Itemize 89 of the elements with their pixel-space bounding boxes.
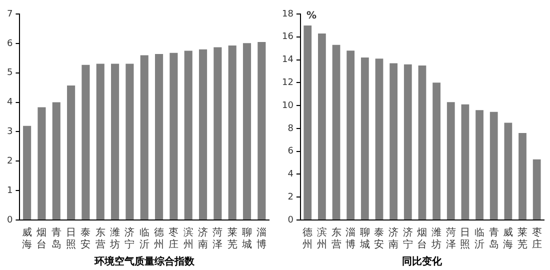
bar (461, 104, 470, 220)
x-tick-label: 威海 (503, 226, 514, 251)
x-tick-label: 泰安 (80, 228, 91, 251)
x-tick-label: 莱芜 (227, 226, 238, 251)
x-tick-label: 德州 (154, 228, 164, 251)
x-tick-label: 临沂 (139, 226, 150, 251)
bar (67, 86, 76, 220)
x-tick-label: 菏泽 (212, 226, 223, 251)
y-tick-label: 0 (6, 215, 13, 226)
x-tick-label: 枣庄 (168, 226, 179, 251)
bar (184, 50, 192, 220)
y-tick-label: 7 (6, 9, 13, 20)
x-tick-label: 滨州 (316, 226, 327, 251)
bar (476, 110, 484, 220)
bar (140, 55, 148, 220)
bar (432, 82, 440, 220)
y-tick-label: 3 (6, 127, 13, 138)
bar (532, 159, 541, 220)
x-tick-label: 淄博 (256, 226, 267, 251)
y-tick-label: 5 (6, 68, 13, 78)
bar (154, 54, 164, 220)
bar (111, 64, 120, 220)
bar (375, 58, 384, 220)
y-tick-label: 12 (282, 78, 294, 88)
x-tick-label: 泰安 (374, 228, 384, 251)
x-tick-label: 滨州 (183, 226, 194, 251)
x-tick-label: 潍坊 (430, 226, 442, 251)
bar (446, 102, 455, 220)
y-tick-label: 6 (6, 38, 13, 49)
x-tick-label: 东营 (331, 226, 342, 251)
bar (82, 64, 90, 220)
y-tick-label: 16 (282, 32, 294, 42)
bar (418, 66, 426, 220)
x-tick-label: 青岛 (488, 226, 499, 251)
y-tick-label: 2 (6, 156, 13, 166)
x-tick-label: 济南 (388, 226, 399, 251)
y-tick-label: 1 (6, 186, 13, 196)
x-axis-title: 环境空气质量综合指数 (93, 256, 196, 268)
bar (242, 43, 252, 220)
x-tick-label: 日照 (66, 228, 76, 251)
bar (390, 63, 398, 220)
x-tick-label: 莱芜 (518, 226, 528, 251)
bar (404, 64, 412, 220)
bar (332, 44, 340, 220)
bar (518, 133, 526, 220)
x-tick-label: 菏泽 (446, 226, 456, 251)
bar (346, 50, 355, 220)
x-tick-label: 聊城 (358, 226, 370, 251)
bar (198, 49, 208, 220)
x-tick-label: 济南 (198, 226, 208, 251)
y-axis-title: % (306, 10, 316, 22)
x-tick-label: 枣庄 (532, 226, 542, 251)
bar (96, 64, 104, 220)
x-tick-label: 威海 (22, 226, 32, 251)
y-tick-label: 10 (282, 100, 294, 111)
bar (228, 45, 236, 220)
x-axis-title: 同比变化 (402, 256, 444, 268)
y-tick-label: 6 (288, 146, 294, 157)
y-tick-label: 14 (282, 55, 294, 66)
bar (304, 25, 312, 220)
x-tick-label: 日照 (460, 228, 470, 251)
bar (170, 52, 178, 220)
y-tick-label: 4 (6, 98, 13, 108)
bar (214, 47, 222, 220)
bar (52, 102, 60, 220)
bar (360, 57, 369, 220)
bar (23, 126, 32, 220)
y-tick-label: 18 (282, 9, 294, 20)
x-tick-label: 烟台 (417, 226, 428, 251)
x-tick-label: 潍坊 (109, 226, 120, 251)
bar (126, 64, 134, 220)
y-tick-label: 0 (288, 215, 294, 226)
x-tick-label: 青岛 (51, 226, 62, 251)
bar (38, 107, 46, 220)
y-tick-label: 4 (288, 170, 294, 180)
x-tick-label: 德州 (302, 228, 313, 251)
x-tick-label: 东营 (95, 226, 106, 251)
bar (318, 33, 326, 220)
x-tick-label: 临沂 (474, 226, 485, 251)
bar (504, 122, 512, 220)
x-tick-label: 济宁 (402, 226, 413, 251)
bar (490, 112, 498, 220)
x-tick-label: 淄博 (346, 226, 356, 251)
y-tick-label: 2 (288, 192, 294, 202)
x-tick-label: 聊城 (241, 226, 252, 251)
x-tick-label: 济宁 (124, 226, 135, 251)
bar (258, 42, 266, 220)
y-tick-label: 8 (288, 124, 294, 134)
x-tick-label: 烟台 (36, 226, 47, 251)
